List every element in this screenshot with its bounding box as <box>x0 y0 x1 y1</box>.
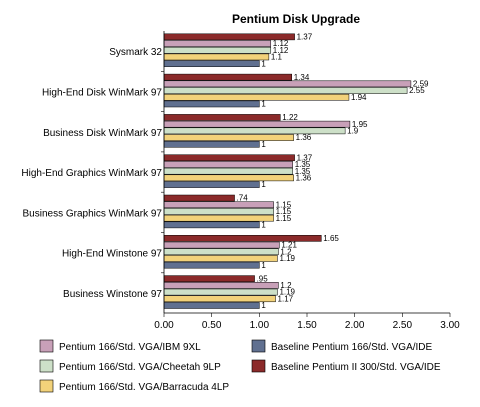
bar <box>163 261 260 269</box>
bar <box>163 248 279 256</box>
category-label: Business Winstone 97 <box>63 289 162 300</box>
category-label: High-End Graphics WinMark 97 <box>21 168 162 179</box>
legend-label: Baseline Pentium II 300/Std. VGA/IDE <box>271 362 441 373</box>
data-label: 1.36 <box>296 133 312 142</box>
data-label: 1.9 <box>347 127 359 136</box>
bar <box>163 120 351 128</box>
bar <box>163 275 255 282</box>
bar <box>163 46 272 54</box>
bar <box>163 114 281 121</box>
bar <box>163 161 293 168</box>
legend: Pentium 166/Std. VGA/IBM 9XL Baseline Pen… <box>39 339 441 393</box>
bar <box>163 93 350 101</box>
data-label: 1.65 <box>323 234 339 243</box>
bar <box>163 221 260 229</box>
data-label: 1 <box>261 221 266 230</box>
data-label: 1.37 <box>297 33 313 42</box>
x-tick-label: 1.00 <box>250 320 270 331</box>
data-label: 1.94 <box>351 93 367 102</box>
data-label: 1.1 <box>271 53 283 62</box>
data-label: 1 <box>261 100 266 109</box>
legend-label: Pentium 166/Std. VGA/Cheetah 9LP <box>59 362 221 373</box>
data-label: 1.35 <box>295 167 311 176</box>
data-label: 2.59 <box>413 80 429 89</box>
legend-swatch <box>39 339 54 353</box>
legend-swatch <box>39 379 54 393</box>
bar <box>163 134 294 141</box>
x-tick-label: 1.50 <box>297 320 317 331</box>
legend-label: Baseline Pentium 166/Std. VGA/IDE <box>271 342 433 353</box>
data-label: 1.15 <box>276 200 292 209</box>
data-label: 1.37 <box>297 153 313 162</box>
category-label: High-End Winstone 97 <box>62 249 162 260</box>
x-tick-label: 0.00 <box>154 320 174 331</box>
bar <box>163 40 272 47</box>
data-label: 1.34 <box>294 73 310 82</box>
bar <box>163 100 260 108</box>
x-tick-label: 3.00 <box>440 320 460 331</box>
data-label: .74 <box>237 194 249 203</box>
legend-label: Pentium 166/Std. VGA/IBM 9XL <box>59 342 201 353</box>
legend-label: Pentium 166/Std. VGA/Barracuda 4LP <box>59 382 229 393</box>
x-tick-label: 2.50 <box>393 320 413 331</box>
bar <box>163 208 274 215</box>
bar <box>163 214 274 222</box>
bar <box>163 235 322 242</box>
bar <box>163 302 260 309</box>
bar <box>163 140 260 148</box>
data-label: 1 <box>261 261 266 270</box>
bar <box>163 295 276 303</box>
data-label: 1 <box>261 59 266 68</box>
chart-title: Pentium Disk Upgrade <box>232 12 360 26</box>
data-label: 1.2 <box>280 281 292 290</box>
data-label: 1 <box>261 180 266 189</box>
data-label: 1.22 <box>282 113 298 122</box>
bar <box>163 174 294 182</box>
bar <box>163 241 280 249</box>
data-label: 1.12 <box>273 46 289 55</box>
bar <box>163 288 278 296</box>
bar <box>163 201 274 209</box>
x-tick-label: 2.00 <box>345 320 365 331</box>
bar <box>163 127 346 135</box>
bar <box>163 181 260 188</box>
data-label: 1.19 <box>279 288 295 297</box>
data-label: 1.15 <box>276 214 292 223</box>
data-label: 1.36 <box>296 174 312 183</box>
data-label: 2.55 <box>409 86 425 95</box>
data-label: 1.17 <box>278 294 294 303</box>
bar <box>163 167 293 175</box>
category-label: Business Graphics WinMark 97 <box>23 208 163 219</box>
bar <box>163 80 412 88</box>
legend-swatch <box>251 339 266 353</box>
data-label: 1 <box>261 140 266 149</box>
data-label: .95 <box>257 274 269 283</box>
legend-swatch <box>39 359 54 373</box>
bar <box>163 194 235 202</box>
bar <box>163 53 270 61</box>
data-label: 1.15 <box>276 207 292 216</box>
category-label: Sysmark 32 <box>109 47 162 58</box>
bar <box>163 282 279 289</box>
category-label: High-End Disk WinMark 97 <box>42 87 162 98</box>
data-label: 1.2 <box>280 247 292 256</box>
data-label: 1 <box>261 301 266 310</box>
legend-swatch <box>251 359 266 373</box>
data-label: 1.95 <box>352 120 368 129</box>
data-label: 1.35 <box>295 160 311 169</box>
data-label: 1.19 <box>279 254 295 263</box>
x-tick-label: 0.50 <box>202 320 222 331</box>
data-label: 1.21 <box>281 241 297 250</box>
bar <box>163 154 295 162</box>
bar <box>163 87 408 94</box>
category-label: Business Disk WinMark 97 <box>43 128 162 139</box>
data-label: 1.12 <box>273 39 289 48</box>
bar <box>163 60 260 67</box>
bar <box>163 73 292 81</box>
